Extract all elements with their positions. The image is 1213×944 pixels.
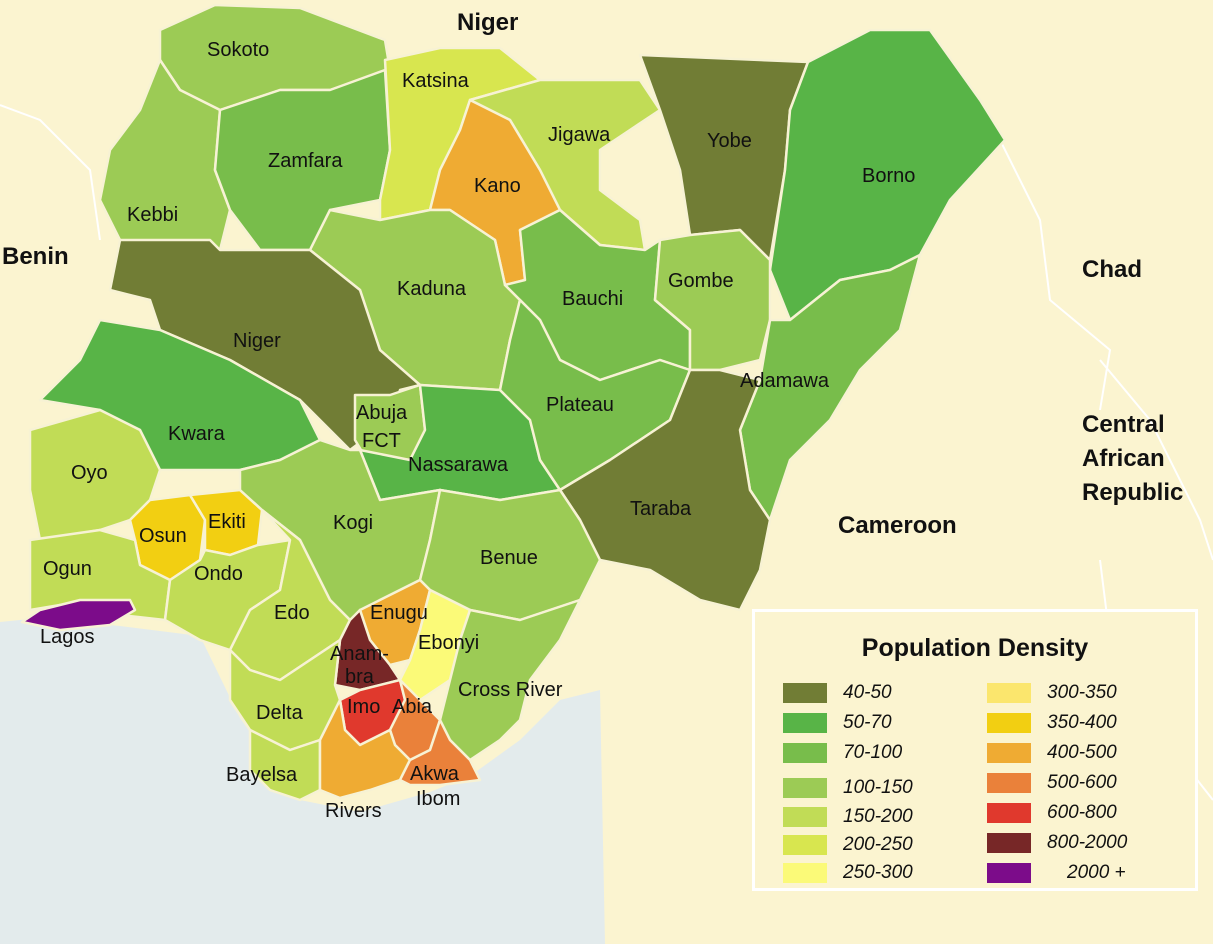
legend-item: 250-300	[783, 862, 913, 884]
legend-label: 250-300	[843, 862, 913, 884]
label-cameroon: Cameroon	[838, 512, 957, 539]
legend-label: 2000 +	[1067, 862, 1126, 884]
label-kano: Kano	[474, 175, 521, 197]
legend-swatch	[987, 683, 1031, 703]
legend-swatch	[987, 743, 1031, 763]
legend-swatch	[987, 713, 1031, 733]
label-kaduna: Kaduna	[397, 278, 467, 300]
label-niger-country: Niger	[457, 9, 518, 36]
label-lagos: Lagos	[40, 626, 95, 648]
label-abia: Abia	[392, 696, 433, 718]
label-car-2: African	[1082, 445, 1165, 472]
label-anambra-1: Anam-	[330, 643, 389, 665]
legend-item: 40-50	[783, 682, 892, 704]
label-osun: Osun	[139, 525, 187, 547]
legend-item: 70-100	[783, 742, 902, 764]
legend-swatch	[783, 863, 827, 883]
label-akwa-ibom-2: Ibom	[416, 788, 460, 810]
legend-title: Population Density	[755, 634, 1195, 663]
label-benue: Benue	[480, 547, 538, 569]
label-taraba: Taraba	[630, 498, 692, 520]
label-kwara: Kwara	[168, 423, 226, 445]
label-car-1: Central	[1082, 411, 1165, 438]
legend-item: 100-150	[783, 777, 913, 799]
label-ekiti: Ekiti	[208, 511, 246, 533]
legend-label: 800-2000	[1047, 832, 1127, 854]
label-car-3: Republic	[1082, 479, 1183, 506]
legend-swatch	[783, 713, 827, 733]
label-chad: Chad	[1082, 256, 1142, 283]
legend-swatch	[783, 743, 827, 763]
legend-swatch	[987, 773, 1031, 793]
label-bayelsa: Bayelsa	[226, 764, 298, 786]
label-kogi: Kogi	[333, 512, 373, 534]
legend-swatch	[783, 778, 827, 798]
legend-label: 150-200	[843, 806, 913, 828]
legend-item: 150-200	[783, 806, 913, 828]
label-yobe: Yobe	[707, 130, 752, 152]
legend-label: 40-50	[843, 682, 892, 704]
legend-swatch	[987, 833, 1031, 853]
legend-label: 300-350	[1047, 682, 1117, 704]
label-delta: Delta	[256, 702, 304, 724]
label-katsina: Katsina	[402, 70, 470, 92]
legend-swatch	[783, 683, 827, 703]
label-niger-state: Niger	[233, 330, 281, 352]
legend-label: 350-400	[1047, 712, 1117, 734]
label-abuja-2: FCT	[362, 430, 401, 452]
legend-item: 800-2000	[987, 832, 1127, 854]
label-ogun: Ogun	[43, 558, 92, 580]
label-edo: Edo	[274, 602, 310, 624]
label-ebonyi: Ebonyi	[418, 632, 479, 654]
legend-item: 300-350	[987, 682, 1117, 704]
label-jigawa: Jigawa	[548, 124, 611, 146]
legend-item: 400-500	[987, 742, 1117, 764]
legend-swatch	[783, 835, 827, 855]
legend-item: 200-250	[783, 834, 913, 856]
label-plateau: Plateau	[546, 394, 614, 416]
legend-item: 50-70	[783, 712, 892, 734]
legend-label: 500-600	[1047, 772, 1117, 794]
label-akwa-ibom-1: Akwa	[410, 763, 460, 785]
legend-label: 200-250	[843, 834, 913, 856]
legend-swatch	[783, 807, 827, 827]
label-gombe: Gombe	[668, 270, 734, 292]
legend-label: 600-800	[1047, 802, 1117, 824]
legend-item: 600-800	[987, 802, 1117, 824]
legend-swatch	[987, 803, 1031, 823]
label-zamfara: Zamfara	[268, 150, 343, 172]
label-bauchi: Bauchi	[562, 288, 623, 310]
legend-label: 100-150	[843, 777, 913, 799]
label-nassarawa: Nassarawa	[408, 454, 509, 476]
label-sokoto: Sokoto	[207, 39, 269, 61]
label-oyo: Oyo	[71, 462, 108, 484]
legend-item: 500-600	[987, 772, 1117, 794]
label-adamawa: Adamawa	[740, 370, 830, 392]
label-kebbi: Kebbi	[127, 204, 178, 226]
legend-item: 2000 +	[987, 862, 1126, 884]
legend-label: 400-500	[1047, 742, 1117, 764]
label-enugu: Enugu	[370, 602, 428, 624]
label-benin: Benin	[2, 243, 69, 270]
legend-item: 350-400	[987, 712, 1117, 734]
legend-swatch	[987, 863, 1031, 883]
border-benin	[0, 105, 100, 240]
legend-label: 70-100	[843, 742, 902, 764]
label-anambra-2: bra	[345, 666, 375, 688]
legend: Population Density 40-50 50-70 70-100 10…	[752, 609, 1198, 891]
label-ondo: Ondo	[194, 563, 243, 585]
label-imo: Imo	[347, 696, 380, 718]
legend-label: 50-70	[843, 712, 892, 734]
label-rivers: Rivers	[325, 800, 382, 822]
label-borno: Borno	[862, 165, 915, 187]
label-cross-river: Cross River	[458, 679, 563, 701]
label-abuja-1: Abuja	[356, 402, 408, 424]
